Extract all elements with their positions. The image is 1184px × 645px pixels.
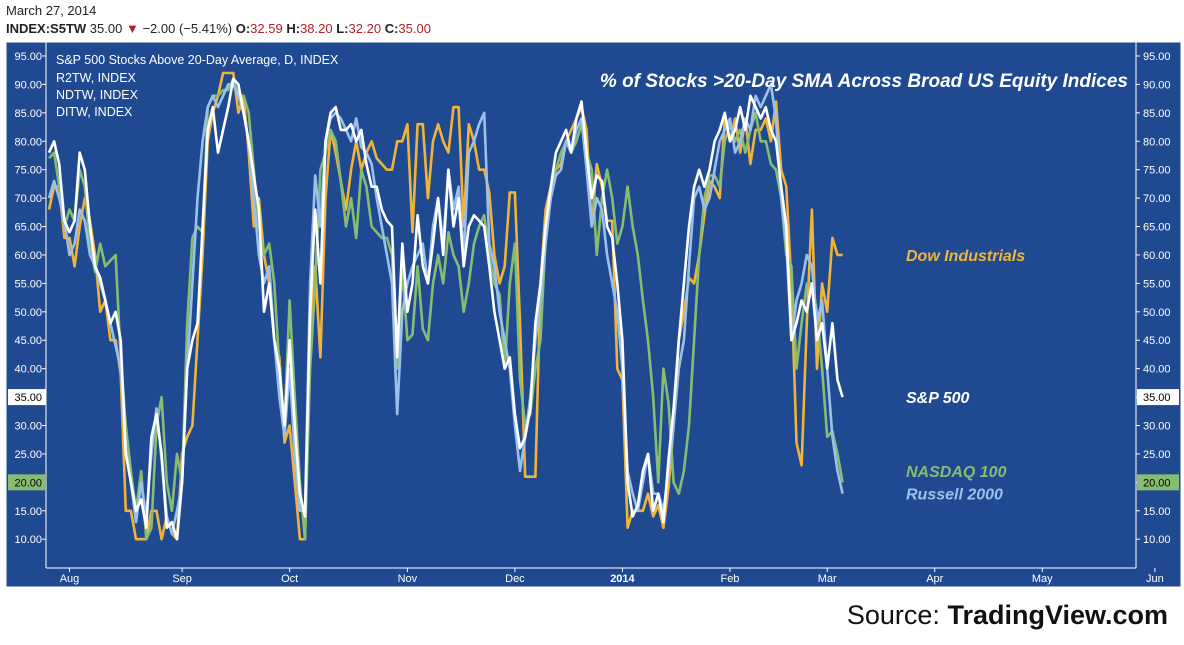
close-label: C: — [384, 21, 399, 36]
y-tick-label-left: 50.00 — [14, 307, 42, 319]
y-axis-left: 95.00 90.00 85.00 80.00 75.00 70.00 65.00 60.00… — [14, 51, 46, 546]
legend-compare-r2tw: R2TW, INDEX — [56, 71, 137, 85]
chart-date: March 27, 2014 — [6, 3, 97, 18]
series-lines — [47, 71, 844, 541]
y-tick-label-left: 60.00 — [14, 250, 42, 262]
y-tick-label-left: 55.00 — [14, 278, 42, 290]
price-change: −2.00 (−5.41%) — [142, 21, 233, 36]
y-tick-label-right: 15.00 — [1143, 506, 1171, 518]
y-tick-label-right: 30.00 — [1143, 421, 1171, 433]
y-tick-label-left: 75.00 — [14, 165, 42, 177]
y-tick-label-right: 10.00 — [1143, 534, 1171, 546]
plot-background — [5, 41, 1182, 588]
last-value-badge-label: 35.00 — [1143, 392, 1171, 404]
chart-legend: S&P 500 Stocks Above 20-Day Average, D, … — [56, 53, 339, 119]
y-tick-label-left: 95.00 — [14, 51, 42, 63]
last-value-badge-left: 35.00 — [8, 389, 46, 406]
last-value-badge-left-bg — [8, 389, 46, 406]
legend-compare-ndtw: NDTW, INDEX — [56, 88, 139, 102]
series-label-nasdaq-100: NASDAQ 100 — [906, 464, 1007, 481]
y-tick-label-left: 15.00 — [14, 506, 42, 518]
open-value: 32.59 — [250, 21, 283, 36]
series-label-s-p-500: S&P 500 — [906, 390, 970, 407]
series-line-s-p-500 — [47, 77, 844, 541]
last-value-badge-left: 20.00 — [8, 474, 46, 491]
y-tick-label-right: 75.00 — [1143, 165, 1171, 177]
last-value-badge-left-label: 35.00 — [14, 392, 42, 404]
chart-canvas[interactable]: 95.00 90.00 85.00 80.00 75.00 70.00 65.00 60.00… — [0, 40, 1184, 588]
x-tick-label: Apr — [926, 573, 943, 585]
series-label-dow-industrials: Dow Industrials — [906, 248, 1025, 265]
x-tick-label: Jun — [1146, 573, 1164, 585]
x-tick-label: Dec — [505, 573, 525, 585]
last-value-badge — [1137, 474, 1179, 491]
x-tick-label: Aug — [60, 573, 80, 585]
last-value-badge-label: 20.00 — [1143, 477, 1171, 489]
series-labels: Dow Industrials NASDAQ 100 Russell 2000 S&P… — [906, 248, 1025, 504]
x-axis: Aug Sep Oct Nov Dec 2014 Feb Mar Apr May Jun — [60, 568, 1164, 585]
series-line-dow-industrials — [47, 71, 843, 541]
last-value-badge — [1137, 389, 1179, 406]
x-tick-label: Nov — [398, 573, 418, 585]
high-label: H: — [286, 21, 301, 36]
source-prefix: Source: — [846, 600, 948, 630]
low-value: 32.20 — [348, 21, 382, 36]
y-tick-label-left: 85.00 — [14, 108, 42, 120]
symbol-label: INDEX:S5TW — [6, 21, 87, 36]
y-tick-label-left: 10.00 — [14, 534, 42, 546]
x-tick-label: Sep — [172, 573, 192, 585]
y-tick-label-right: 80.00 — [1143, 136, 1171, 148]
y-tick-label-right: 55.00 — [1143, 278, 1171, 290]
last-value-badges: 35.00 35.00 20.00 20.00 — [8, 389, 1179, 491]
y-tick-label-left: 80.00 — [14, 136, 42, 148]
x-tick-label: Feb — [720, 573, 739, 585]
down-arrow-icon: ▼ — [125, 21, 139, 36]
low-label: L: — [336, 21, 349, 36]
y-tick-label-left: 90.00 — [14, 79, 42, 91]
y-tick-label-left: 25.00 — [14, 449, 42, 461]
source-credit: Source: TradingView.com — [847, 600, 1168, 631]
x-tick-label: Oct — [281, 573, 298, 585]
y-tick-label-right: 40.00 — [1143, 364, 1171, 376]
series-label-russell-2000: Russell 2000 — [906, 487, 1003, 504]
y-tick-label-right: 45.00 — [1143, 335, 1171, 347]
y-tick-label-right: 65.00 — [1143, 222, 1171, 234]
y-tick-label-right: 50.00 — [1143, 307, 1171, 319]
y-tick-label-left: 70.00 — [14, 193, 42, 205]
last-value-badge-left-bg — [8, 474, 46, 491]
x-tick-label: Mar — [818, 573, 837, 585]
close-value: 35.00 — [398, 21, 431, 36]
y-tick-label-right: 70.00 — [1143, 193, 1171, 205]
legend-main: S&P 500 Stocks Above 20-Day Average, D, … — [56, 53, 339, 67]
y-tick-label-right: 60.00 — [1143, 250, 1171, 262]
y-tick-label-left: 40.00 — [14, 364, 42, 376]
high-value: 38.20 — [300, 21, 333, 36]
y-tick-label-left: 30.00 — [14, 421, 42, 433]
chart-title: % of Stocks >20-Day SMA Across Broad US … — [600, 71, 1128, 92]
x-tick-label: May — [1032, 573, 1053, 585]
y-tick-label-right: 95.00 — [1143, 51, 1171, 63]
y-tick-label-right: 25.00 — [1143, 449, 1171, 461]
open-label: O: — [235, 21, 251, 36]
y-tick-label-left: 65.00 — [14, 222, 42, 234]
quote-bar: INDEX:S5TW 35.00 ▼ −2.00 (−5.41%) O:32.5… — [6, 21, 431, 36]
y-tick-label-right: 85.00 — [1143, 108, 1171, 120]
last-price: 35.00 — [89, 21, 123, 36]
x-tick-label: 2014 — [610, 573, 635, 585]
y-tick-label-right: 90.00 — [1143, 79, 1171, 91]
last-value-badge-left-label: 20.00 — [14, 477, 42, 489]
y-tick-label-left: 45.00 — [14, 335, 42, 347]
source-brand: TradingView.com — [947, 600, 1168, 630]
legend-compare-ditw: DITW, INDEX — [56, 105, 133, 119]
